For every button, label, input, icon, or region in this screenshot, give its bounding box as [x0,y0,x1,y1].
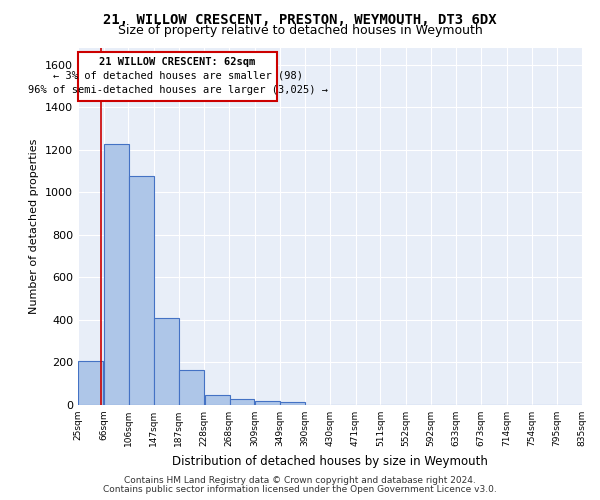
Text: 21 WILLOW CRESCENT: 62sqm: 21 WILLOW CRESCENT: 62sqm [100,57,256,67]
Text: Contains HM Land Registry data © Crown copyright and database right 2024.: Contains HM Land Registry data © Crown c… [124,476,476,485]
Bar [230,399,254,405]
Bar [280,402,305,405]
FancyBboxPatch shape [78,52,277,100]
Text: ← 3% of detached houses are smaller (98): ← 3% of detached houses are smaller (98) [53,71,302,81]
X-axis label: Distribution of detached houses by size in Weymouth: Distribution of detached houses by size … [172,454,488,468]
Text: Contains public sector information licensed under the Open Government Licence v3: Contains public sector information licen… [103,485,497,494]
Bar [79,362,103,405]
Text: 96% of semi-detached houses are larger (3,025) →: 96% of semi-detached houses are larger (… [28,84,328,94]
Bar [154,318,179,405]
Bar [205,396,230,405]
Bar [179,370,204,405]
Y-axis label: Number of detached properties: Number of detached properties [29,138,40,314]
Bar [129,176,154,405]
Bar [255,401,280,405]
Bar [104,144,129,405]
Text: 21, WILLOW CRESCENT, PRESTON, WEYMOUTH, DT3 6DX: 21, WILLOW CRESCENT, PRESTON, WEYMOUTH, … [103,12,497,26]
Text: Size of property relative to detached houses in Weymouth: Size of property relative to detached ho… [118,24,482,37]
